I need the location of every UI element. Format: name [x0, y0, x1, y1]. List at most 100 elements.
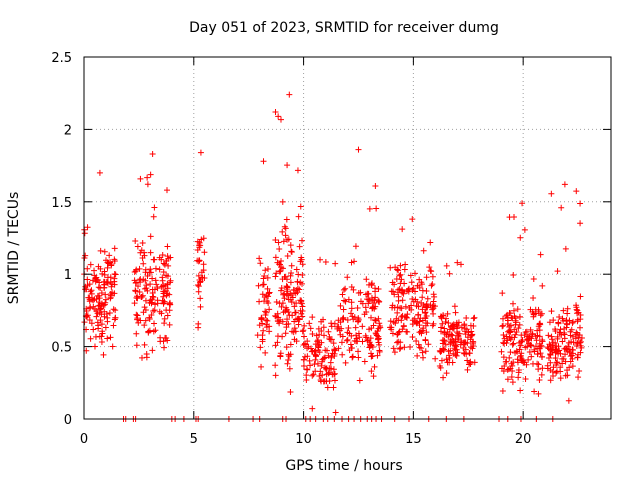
data-point — [390, 345, 397, 352]
data-point — [296, 286, 303, 293]
data-point — [107, 274, 114, 281]
data-point — [436, 362, 443, 369]
data-point — [574, 330, 581, 337]
data-point — [93, 313, 100, 320]
data-point — [418, 281, 425, 288]
data-point — [437, 313, 444, 320]
data-point — [357, 289, 364, 296]
data-point — [296, 316, 303, 323]
data-point — [411, 315, 418, 322]
data-point — [365, 290, 372, 297]
data-point — [578, 344, 585, 351]
data-point — [463, 314, 470, 321]
data-point — [559, 338, 566, 345]
data-point — [527, 326, 534, 333]
data-point — [299, 328, 306, 335]
data-point — [387, 264, 394, 271]
data-point — [97, 317, 104, 324]
data-point — [153, 281, 160, 288]
data-point — [98, 311, 105, 318]
data-point — [167, 277, 174, 284]
axis-ticks: 0 0.5 1 1.5 2 2.5 0 5 10 15 20 — [51, 51, 611, 447]
data-point — [574, 316, 581, 323]
data-point — [510, 307, 517, 314]
data-point — [287, 341, 294, 348]
data-point — [511, 326, 518, 333]
data-point — [575, 374, 582, 381]
data-point — [342, 285, 349, 292]
x-tick-label: 15 — [405, 432, 422, 447]
data-point — [150, 256, 157, 263]
data-point — [107, 334, 114, 341]
data-point — [410, 285, 417, 292]
data-point — [409, 216, 416, 223]
data-point — [407, 344, 414, 351]
data-point — [287, 242, 294, 249]
data-point — [396, 345, 403, 352]
data-point — [373, 205, 380, 212]
data-point — [150, 213, 157, 220]
data-point — [369, 280, 376, 287]
data-point — [133, 311, 140, 318]
data-point — [151, 320, 158, 327]
data-point — [325, 328, 332, 335]
data-point — [287, 296, 294, 303]
data-point — [298, 256, 305, 263]
data-point — [568, 326, 575, 333]
data-point — [517, 387, 524, 394]
data-point — [533, 337, 540, 344]
data-point — [141, 304, 148, 311]
data-point — [260, 281, 267, 288]
data-point — [164, 312, 171, 319]
data-point — [263, 317, 270, 324]
data-point — [531, 388, 538, 395]
data-point — [157, 334, 164, 341]
data-point — [512, 317, 519, 324]
data-point — [263, 309, 270, 316]
data-point — [96, 333, 103, 340]
data-point — [355, 330, 362, 337]
data-point — [416, 276, 423, 283]
data-point — [281, 295, 288, 302]
data-point — [263, 324, 270, 331]
x-tick-label: 20 — [515, 432, 532, 447]
data-point — [276, 245, 283, 252]
data-point — [552, 349, 559, 356]
data-point — [160, 268, 167, 275]
data-point — [451, 342, 458, 349]
data-point — [395, 286, 402, 293]
data-point — [161, 344, 168, 351]
data-point — [340, 316, 347, 323]
data-point — [451, 303, 458, 310]
data-point — [507, 365, 514, 372]
data-point — [539, 353, 546, 360]
data-point — [525, 356, 532, 363]
data-point — [327, 359, 334, 366]
data-point — [452, 338, 459, 345]
data-point — [352, 243, 359, 250]
data-point — [138, 293, 145, 300]
data-point — [131, 300, 138, 307]
data-point — [166, 307, 173, 314]
data-point — [311, 361, 318, 368]
data-point — [394, 309, 401, 316]
data-point — [140, 260, 147, 267]
data-point — [264, 274, 271, 281]
data-point — [420, 247, 427, 254]
data-point — [87, 261, 94, 268]
data-point — [149, 293, 156, 300]
data-point — [97, 305, 104, 312]
data-point — [397, 280, 404, 287]
data-point — [284, 162, 291, 169]
data-point — [500, 332, 507, 339]
data-point — [196, 244, 203, 251]
data-point — [522, 329, 529, 336]
data-point — [369, 344, 376, 351]
data-point — [363, 276, 370, 283]
data-point — [443, 262, 450, 269]
data-point — [455, 332, 462, 339]
data-point — [314, 338, 321, 345]
data-point — [163, 187, 170, 194]
data-point — [102, 291, 109, 298]
data-point — [568, 352, 575, 359]
